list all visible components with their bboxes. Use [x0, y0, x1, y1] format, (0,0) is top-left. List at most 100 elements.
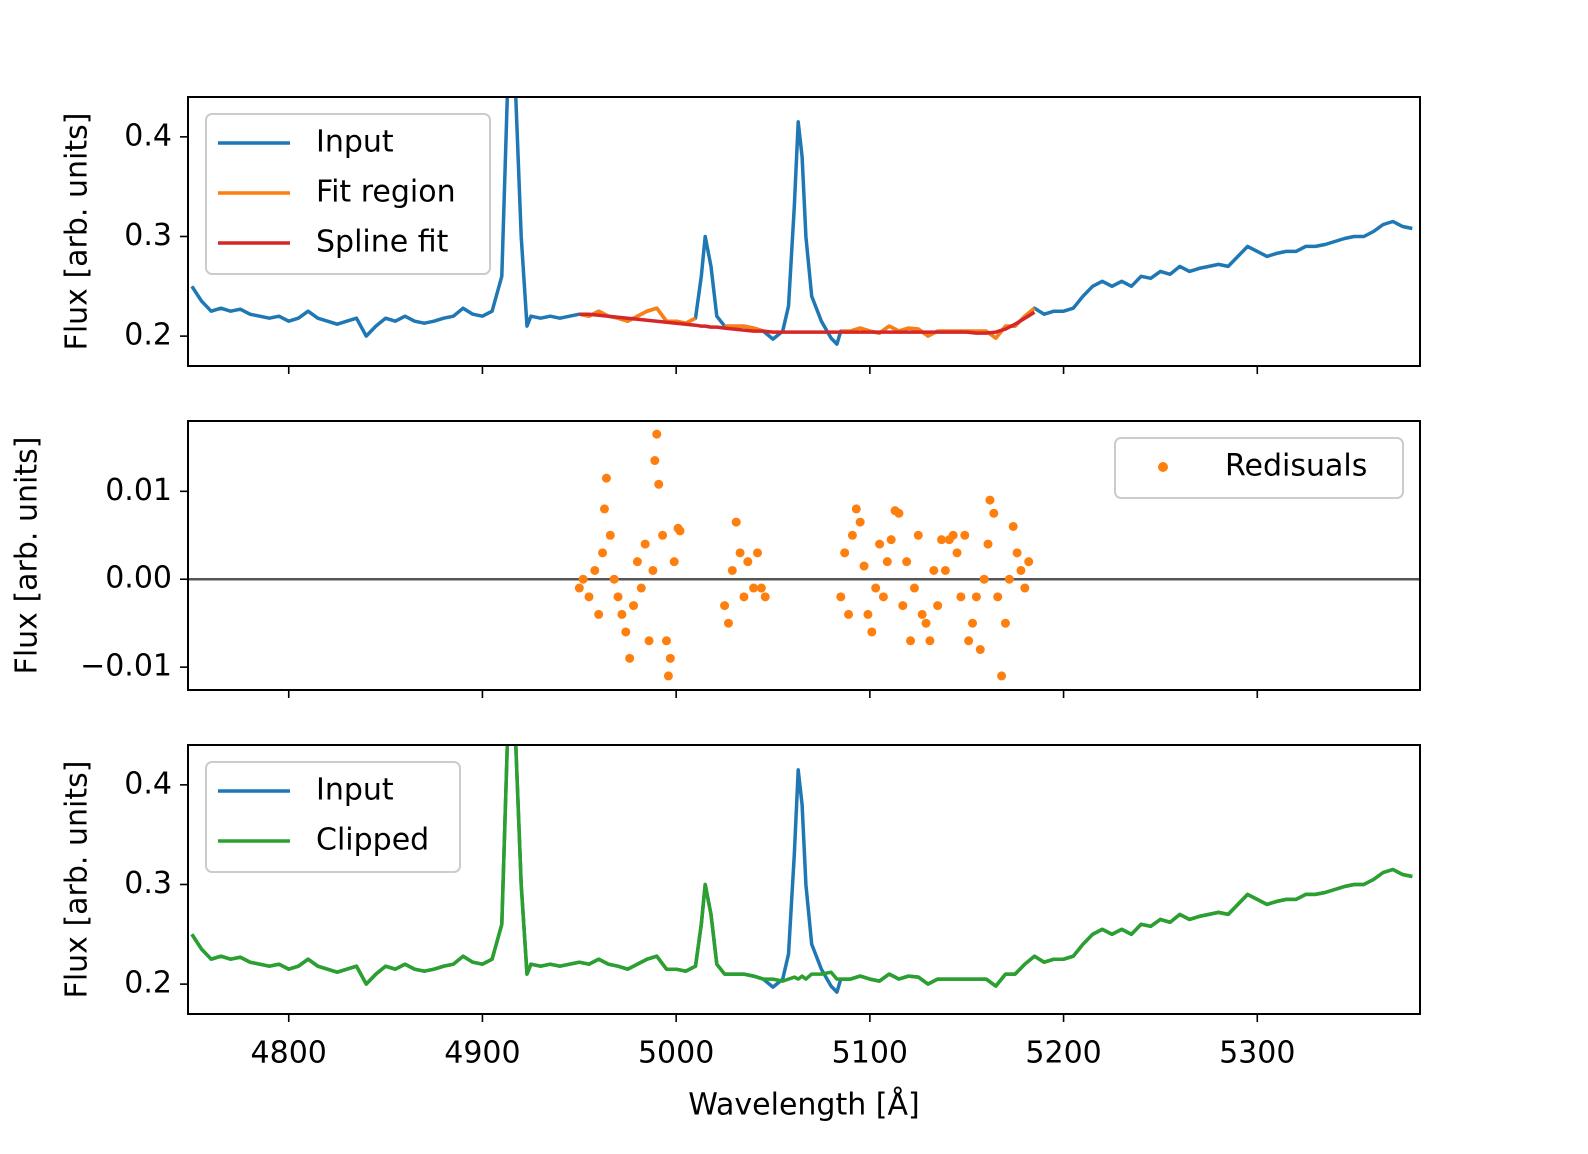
scatter-point — [652, 429, 662, 439]
legend-label: Input — [316, 125, 394, 160]
scatter-point — [743, 557, 753, 567]
scatter-point — [983, 539, 993, 549]
y-tick-label: −0.01 — [80, 649, 172, 684]
line-series — [190, 97, 1413, 346]
scatter-point — [661, 636, 671, 646]
scatter-point — [913, 530, 923, 540]
scatter-point — [601, 473, 611, 483]
legend-label: Redisuals — [1225, 449, 1367, 484]
scatter-point — [756, 583, 766, 593]
scatter-point — [675, 526, 685, 536]
y-tick-label: 0.4 — [124, 118, 172, 153]
scatter-point — [1024, 557, 1034, 567]
y-tick-label: 0.01 — [105, 473, 172, 508]
scatter-point — [902, 557, 912, 567]
scatter-point — [855, 517, 865, 527]
scatter-point — [859, 561, 869, 571]
scatter-point — [1004, 574, 1014, 584]
plot-area — [190, 745, 1413, 994]
scatter-point — [985, 495, 995, 505]
scatter-point — [886, 535, 896, 545]
scatter-point — [847, 530, 857, 540]
y-tick-label: 0.2 — [124, 966, 172, 1001]
scatter-point — [739, 592, 749, 602]
scatter-point — [629, 601, 639, 611]
x-tick-label: 5100 — [832, 1036, 908, 1071]
scatter-point — [727, 565, 737, 575]
scatter-point — [952, 548, 962, 558]
line-series — [579, 310, 1036, 335]
scatter-point — [617, 609, 627, 619]
scatter-point — [875, 539, 885, 549]
scatter-point — [760, 592, 770, 602]
y-tick-label: 0.2 — [124, 318, 172, 353]
scatter-point — [882, 557, 892, 567]
scatter-point — [598, 548, 608, 558]
legend-label: Spline fit — [316, 225, 449, 260]
y-axis-label: Flux [arb. units] — [60, 761, 95, 999]
scatter-point — [648, 565, 658, 575]
legend-box — [205, 113, 491, 275]
scatter-point — [933, 601, 943, 611]
scatter-point — [960, 530, 970, 540]
scatter-point — [1008, 521, 1018, 531]
scatter-point — [720, 601, 730, 611]
scatter-point — [1000, 618, 1010, 628]
scatter-point — [669, 557, 679, 567]
y-tick-label: 0.3 — [124, 218, 172, 253]
scatter-point — [613, 592, 623, 602]
scatter-point — [993, 592, 1003, 602]
scatter-point — [871, 583, 881, 593]
scatter-point — [863, 609, 873, 619]
scatter-point — [644, 636, 654, 646]
scatter-point — [605, 530, 615, 540]
scatter-point — [1020, 583, 1030, 593]
x-tick-label: 5000 — [638, 1036, 714, 1071]
scatter-point — [867, 627, 877, 637]
scatter-point — [609, 574, 619, 584]
scatter-point — [621, 627, 631, 637]
scatter-point — [578, 574, 588, 584]
scatter-point — [1016, 565, 1026, 575]
legend-box — [1114, 437, 1404, 499]
scatter-point — [925, 636, 935, 646]
scatter-point — [731, 517, 741, 527]
scatter-point — [836, 592, 846, 602]
scatter-point — [906, 636, 916, 646]
scatter-point — [851, 504, 861, 514]
scatter-point — [663, 671, 673, 681]
scatter-point — [599, 504, 609, 514]
scatter-point — [878, 592, 888, 602]
scatter-point — [909, 583, 919, 593]
scatter-point — [940, 565, 950, 575]
x-axis-label: Wavelength [Å] — [688, 1087, 919, 1123]
y-axis-label: Flux [arb. units] — [10, 437, 45, 675]
y-tick-label: 0.00 — [105, 561, 172, 596]
scatter-point — [753, 548, 763, 558]
axes-frame — [187, 420, 1421, 691]
x-tick-label: 5200 — [1025, 1036, 1101, 1071]
scatter-point — [723, 618, 733, 628]
scatter-point — [968, 618, 978, 628]
scatter-point — [640, 539, 650, 549]
legend-label: Fit region — [316, 175, 456, 210]
scatter-point — [594, 609, 604, 619]
line-series — [190, 745, 1413, 988]
scatter-point — [574, 583, 584, 593]
axes-frame — [187, 96, 1421, 367]
plot-area — [188, 429, 1420, 681]
scatter-point — [929, 565, 939, 575]
scatter-point — [997, 671, 1007, 681]
scatter-point — [658, 530, 668, 540]
scatter-point — [650, 456, 660, 466]
scatter-point — [921, 618, 931, 628]
scatter-point — [840, 548, 850, 558]
scatter-point — [590, 565, 600, 575]
scatter-point — [964, 636, 974, 646]
scatter-point — [937, 535, 947, 545]
x-tick-label: 4900 — [444, 1036, 520, 1071]
scatter-point — [665, 653, 675, 663]
scatter-point — [975, 645, 985, 655]
legend-label: Input — [316, 773, 394, 808]
